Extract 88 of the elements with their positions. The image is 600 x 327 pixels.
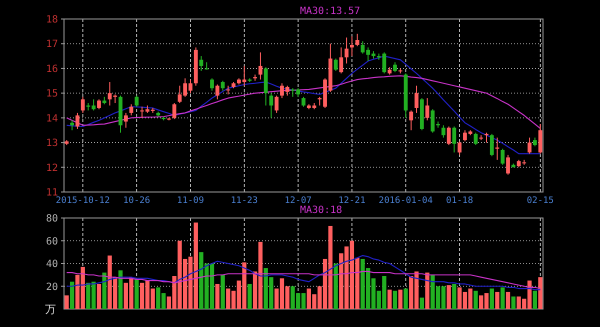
bar: [398, 290, 402, 309]
bar: [392, 290, 398, 309]
candlestick: [134, 95, 139, 108]
candlestick: [446, 126, 451, 146]
line-series: [66, 254, 541, 290]
candlestick: [80, 96, 85, 114]
bar: [511, 296, 516, 309]
bar: [446, 285, 451, 309]
bar: [500, 287, 505, 309]
bar: [134, 279, 139, 309]
candlestick: [500, 148, 505, 166]
candlestick: [506, 154, 510, 176]
y-tick-label: 40: [46, 259, 58, 270]
text: MA30:18: [300, 205, 342, 216]
bar: [70, 282, 74, 309]
candlestick: [474, 132, 478, 146]
bar: [532, 290, 538, 309]
candlestick: [409, 110, 414, 131]
x-tick-label: 2016-01-04: [378, 196, 433, 206]
x-tick-label: 11-09: [176, 196, 204, 206]
y-tick-label: 12: [46, 162, 58, 174]
y-tick-label: 80: [46, 214, 58, 224]
bar: [118, 270, 123, 309]
bar: [96, 284, 102, 309]
candlestick: [441, 124, 446, 138]
x-tick-label: 10-26: [123, 196, 150, 206]
candlestick: [215, 84, 220, 100]
bar: [388, 290, 392, 309]
bar: [215, 284, 220, 309]
x-tick-label: 11-23: [230, 196, 258, 206]
x-tick-label: 02-15: [526, 196, 554, 206]
candlestick: [339, 46, 344, 74]
y-tick-label: 11: [46, 188, 58, 198]
candlestick: [124, 112, 128, 128]
bar: [102, 272, 106, 309]
bar: [490, 288, 494, 309]
candlestick: [344, 37, 348, 64]
y-tick-label: 16: [46, 64, 58, 75]
bar: [425, 272, 430, 309]
y-axis-title: 万: [45, 303, 56, 316]
candlestick: [269, 92, 274, 118]
bar: [404, 288, 408, 309]
candlestick: [458, 140, 462, 156]
bar: [248, 284, 252, 309]
x-tick-label: 12-07: [284, 196, 312, 206]
candlestick: [490, 133, 494, 157]
y-tick-label: 20: [46, 282, 58, 293]
candlestick: [393, 62, 397, 73]
candlestick: [258, 52, 262, 80]
y-tick-label: 17: [46, 39, 58, 50]
candlestick: [495, 137, 500, 160]
bar: [334, 264, 338, 309]
bar: [64, 295, 69, 309]
candlestick: [274, 95, 279, 114]
x-tick-label: 2015-10-12: [56, 196, 110, 206]
y-tick-label: 15: [46, 88, 58, 100]
candlestick: [355, 33, 360, 47]
candlestick: [528, 137, 532, 154]
candlestick: [226, 85, 230, 95]
y-tick-label: 13: [46, 138, 58, 150]
candlestick: [76, 112, 80, 130]
candlestick: [210, 78, 214, 92]
y-tick-label: 60: [46, 236, 58, 248]
candlestick: [425, 98, 430, 121]
candlestick: [302, 96, 306, 108]
bar: [506, 292, 510, 309]
line-series: [66, 56, 541, 154]
y-tick-label: 14: [46, 113, 58, 124]
text: MA30:13.57: [300, 6, 360, 17]
y-tick-label: 18: [46, 14, 58, 26]
bar: [220, 274, 225, 309]
bar: [420, 298, 424, 309]
candlestick: [350, 36, 354, 57]
bar: [452, 284, 456, 309]
candlestick: [129, 104, 134, 116]
x-tick-label: 01-18: [446, 196, 474, 206]
x-tick-label: 12-21: [338, 196, 366, 206]
bar: [474, 290, 478, 309]
line-series: [66, 75, 541, 130]
candlestick: [414, 85, 418, 114]
line-series: [66, 270, 541, 290]
bar: [538, 277, 542, 309]
candlestick: [97, 98, 101, 110]
candlestick: [538, 124, 542, 154]
candlestick: [172, 102, 176, 120]
bar: [495, 292, 500, 309]
candlestick: [452, 126, 456, 153]
candlestick: [70, 120, 74, 131]
